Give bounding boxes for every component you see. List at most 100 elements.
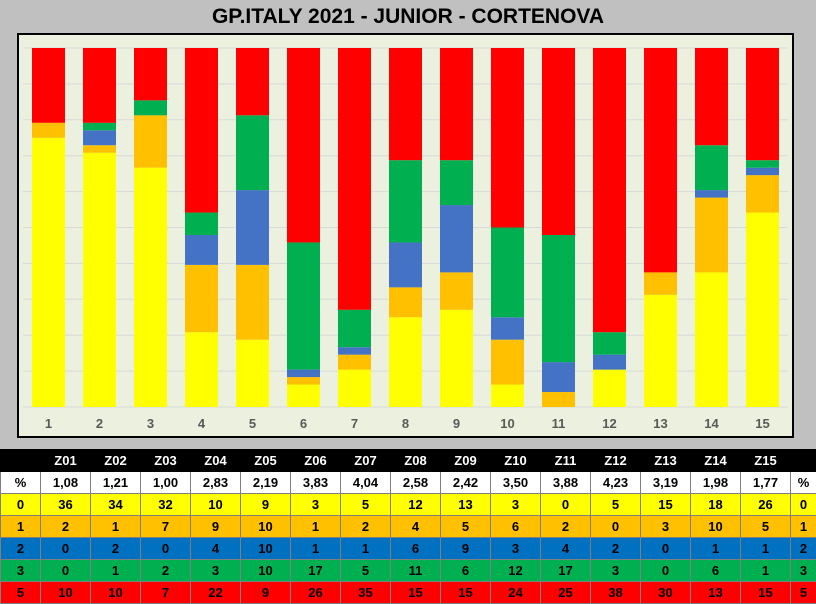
bar-segment-3-col-6 (287, 242, 320, 369)
bar-segment-2-col-9 (440, 205, 473, 272)
header-cell: Z01 (41, 450, 91, 472)
table-cell: 35 (341, 582, 391, 604)
table-cell: 3,83 (291, 472, 341, 494)
header-cell: Z07 (341, 450, 391, 472)
x-tick-label: 9 (453, 416, 460, 431)
header-cell: Z13 (641, 450, 691, 472)
bar-segment-3-col-2 (83, 123, 116, 130)
bar-segment-5-col-5 (236, 48, 269, 115)
table-cell: 3 (291, 494, 341, 516)
table-cell: 1,21 (91, 472, 141, 494)
table-cell: 1 (291, 516, 341, 538)
bar-segment-2-col-5 (236, 190, 269, 265)
table-cell: 0 (641, 560, 691, 582)
header-cell: Z10 (491, 450, 541, 472)
table-cell: 4 (391, 516, 441, 538)
table-cell: 10 (41, 582, 91, 604)
table-cell: 17 (291, 560, 341, 582)
table-cell: % (791, 472, 816, 494)
table-cell: 0 (1, 494, 41, 516)
bar-segment-5-col-8 (389, 48, 422, 160)
bar-segment-3-col-7 (338, 310, 371, 347)
x-tick-label: 14 (704, 416, 719, 431)
x-tick-label: 8 (402, 416, 409, 431)
bar-segment-3-col-3 (134, 100, 167, 115)
bar-segment-3-col-11 (542, 235, 575, 362)
x-tick-label: 6 (300, 416, 307, 431)
table-cell: 7 (141, 582, 191, 604)
bar-segment-1-col-4 (185, 265, 218, 332)
bar-segment-0-col-12 (593, 370, 626, 407)
bar-segment-0-col-15 (746, 213, 779, 407)
table-cell: 2 (41, 516, 91, 538)
table-cell: 3 (191, 560, 241, 582)
bar-segment-2-col-10 (491, 317, 524, 339)
bar-segment-5-col-4 (185, 48, 218, 213)
bar-segment-3-col-4 (185, 213, 218, 235)
bar-segment-5-col-13 (644, 48, 677, 272)
table-cell: 9 (441, 538, 491, 560)
table-cell: 10 (241, 538, 291, 560)
table-cell: 1 (91, 516, 141, 538)
header-cell: Z14 (691, 450, 741, 472)
bar-segment-1-col-1 (32, 123, 65, 138)
header-cell: Z05 (241, 450, 291, 472)
table-cell: 3 (491, 494, 541, 516)
bar-segment-2-col-14 (695, 190, 728, 197)
table-cell: 25 (541, 582, 591, 604)
table-cell: 0 (641, 538, 691, 560)
table-cell: 3,88 (541, 472, 591, 494)
table-cell: 10 (241, 560, 291, 582)
table-cell: 2 (1, 538, 41, 560)
bar-segment-5-col-14 (695, 48, 728, 145)
table-cell: 1 (291, 538, 341, 560)
bar-segment-1-col-15 (746, 175, 779, 212)
bar-segment-0-col-5 (236, 340, 269, 407)
table-cell: 6 (491, 516, 541, 538)
table-cell: 15 (391, 582, 441, 604)
table-cell: 13 (691, 582, 741, 604)
bar-segment-5-col-9 (440, 48, 473, 160)
table-cell: 2 (791, 538, 816, 560)
table-cell: 7 (141, 516, 191, 538)
header-cell: Z04 (191, 450, 241, 472)
table-cell: 2,83 (191, 472, 241, 494)
x-tick-label: 13 (653, 416, 667, 431)
bar-segment-5-col-3 (134, 48, 167, 100)
table-cell: 2,42 (441, 472, 491, 494)
table-cell: 2 (541, 516, 591, 538)
table-cell: 3 (791, 560, 816, 582)
table-cell: 4,04 (341, 472, 391, 494)
header-cell: Z09 (441, 450, 491, 472)
bar-segment-5-col-12 (593, 48, 626, 332)
table-cell: 5 (1, 582, 41, 604)
table-cell: 2 (341, 516, 391, 538)
bar-segment-5-col-6 (287, 48, 320, 242)
bar-segment-3-col-12 (593, 332, 626, 354)
bar-segment-1-col-13 (644, 272, 677, 294)
x-tick-label: 11 (552, 416, 566, 431)
table-cell: 6 (391, 538, 441, 560)
table-cell: 3 (641, 516, 691, 538)
table-cell: 3 (591, 560, 641, 582)
table-cell: 32 (141, 494, 191, 516)
table-cell: 5 (441, 516, 491, 538)
table-cell: 5 (591, 494, 641, 516)
table-cell: 36 (41, 494, 91, 516)
table-cell: 1 (91, 560, 141, 582)
table-cell: 9 (191, 516, 241, 538)
x-tick-label: 7 (351, 416, 358, 431)
table-cell: 12 (491, 560, 541, 582)
bar-segment-2-col-15 (746, 168, 779, 175)
bar-segment-2-col-12 (593, 355, 626, 370)
table-cell: 10 (691, 516, 741, 538)
table-cell: % (1, 472, 41, 494)
bar-segment-1-col-9 (440, 272, 473, 309)
bar-segment-0-col-10 (491, 385, 524, 407)
x-tick-label: 15 (755, 416, 769, 431)
